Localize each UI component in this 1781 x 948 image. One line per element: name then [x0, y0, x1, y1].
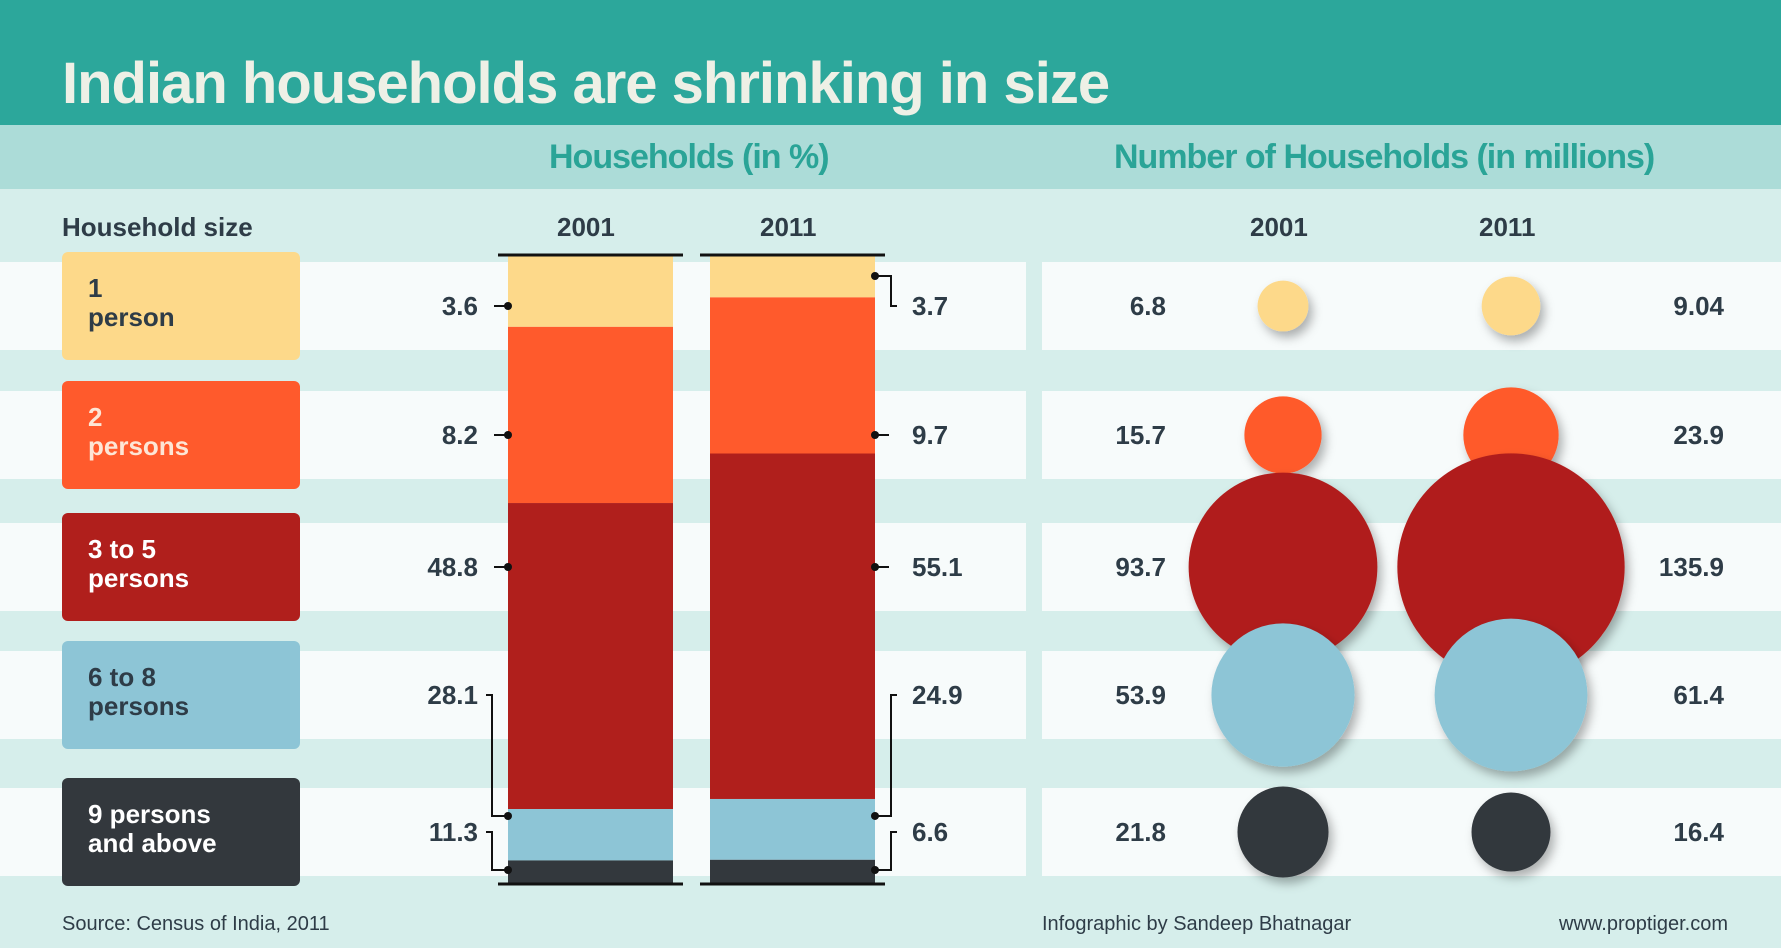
bar-2001-segment: [508, 326, 673, 504]
bar-2001-segment: [508, 809, 673, 861]
credit-note: Infographic by Sandeep Bhatnagar: [1042, 913, 1352, 935]
bubble-2001: [1244, 396, 1322, 474]
leader-dot: [871, 563, 879, 571]
bubble-2001: [1211, 623, 1355, 767]
count-label-2001: 21.8: [1115, 817, 1166, 847]
bar-2011-segment: [710, 453, 875, 799]
leader-dot: [871, 431, 879, 439]
bubble-2011: [1481, 276, 1541, 336]
pct-label-2011: 24.9: [912, 680, 963, 710]
count-label-2011: 16.4: [1673, 817, 1724, 847]
row-stripe: [1042, 262, 1781, 350]
row-stripe: [1042, 391, 1781, 479]
household-size-header: Household size: [62, 212, 253, 242]
pct-label-2011: 3.7: [912, 291, 949, 321]
year-header-pct-2001: 2001: [557, 212, 615, 242]
leader-line: [486, 694, 508, 818]
bar-2001-segment: [508, 503, 673, 810]
count-label-2001: 15.7: [1115, 420, 1166, 450]
pct-label-2001: 28.1: [427, 680, 478, 710]
category-label-line2: persons: [88, 431, 190, 461]
website-link[interactable]: www.proptiger.com: [1559, 913, 1728, 935]
bar-2011-segment: [710, 859, 875, 883]
bubble-2001: [1188, 472, 1378, 662]
category-label-box: 9 persons and above: [62, 778, 300, 886]
count-label-2011: 23.9: [1673, 420, 1724, 450]
category-label-line1: 1: [88, 273, 103, 303]
leader-dot: [504, 431, 512, 439]
pct-label-2011: 6.6: [912, 817, 949, 847]
count-label-2011: 9.04: [1673, 291, 1724, 321]
leader-line: [875, 694, 897, 817]
category-label-box: 2 persons: [62, 381, 300, 489]
leader-dot: [871, 272, 879, 280]
header-band: [0, 0, 1781, 125]
category-label-line2: and above: [88, 828, 217, 858]
row-stripe: [1042, 788, 1781, 876]
category-label-line2: persons: [88, 563, 190, 593]
section-title-percent: Households (in %): [549, 138, 830, 176]
pct-label-2001: 3.6: [441, 291, 478, 321]
count-label-2001: 93.7: [1115, 552, 1166, 582]
bubble-2011: [1397, 453, 1625, 681]
pct-label-2001: 48.8: [427, 552, 478, 582]
count-label-2011: 135.9: [1658, 552, 1724, 582]
bubble-2001: [1237, 786, 1329, 878]
category-label-box: 3 to 5 persons: [62, 513, 300, 621]
category-label-line1: 6 to 8: [88, 662, 156, 692]
pct-label-2001: 8.2: [441, 420, 478, 450]
leader-dot: [871, 866, 879, 874]
bubble-2011: [1471, 792, 1551, 872]
leader-dot: [504, 812, 512, 821]
year-header-pct-2011: 2011: [760, 212, 817, 242]
bar-2011-segment: [710, 798, 875, 860]
count-label-2001: 53.9: [1115, 680, 1166, 710]
bar-2001-segment: [508, 860, 673, 883]
pct-label-2011: 55.1: [912, 552, 963, 582]
leader-line: [486, 831, 508, 871]
pct-label-2011: 9.7: [912, 420, 949, 450]
pct-label-2001: 11.3: [428, 817, 478, 847]
category-label-line1: 2: [88, 402, 103, 432]
category-label-line2: person: [88, 302, 175, 332]
bubble-2011: [1434, 618, 1588, 772]
category-label-box: 6 to 8 persons: [62, 641, 300, 749]
count-label-2011: 61.4: [1673, 680, 1724, 710]
bubble-2001: [1257, 280, 1309, 332]
source-note: Source: Census of India, 2011: [62, 913, 330, 935]
leader-line: [875, 275, 897, 307]
page-title: Indian households are shrinking in size: [62, 51, 1110, 116]
year-header-num-2001: 2001: [1250, 212, 1308, 242]
bar-2011-segment: [710, 297, 875, 454]
category-label-line2: persons: [88, 691, 190, 721]
category-label-box: 1 person: [62, 252, 300, 360]
leader-dot: [504, 866, 512, 874]
leader-dot: [504, 302, 512, 310]
bar-2001-segment: [508, 256, 673, 327]
section-header-band: [0, 125, 1781, 189]
year-header-num-2011: 2011: [1479, 212, 1536, 242]
category-label-line1: 3 to 5: [88, 534, 156, 564]
leader-line: [875, 831, 897, 871]
section-title-number: Number of Households (in millions): [1114, 138, 1655, 176]
leader-dot: [504, 563, 512, 571]
leader-dot: [871, 811, 879, 820]
row-stripe: [1042, 651, 1781, 739]
count-label-2001: 6.8: [1129, 291, 1166, 321]
bar-2011-segment: [710, 256, 875, 298]
category-label-line1: 9 persons: [88, 799, 211, 829]
